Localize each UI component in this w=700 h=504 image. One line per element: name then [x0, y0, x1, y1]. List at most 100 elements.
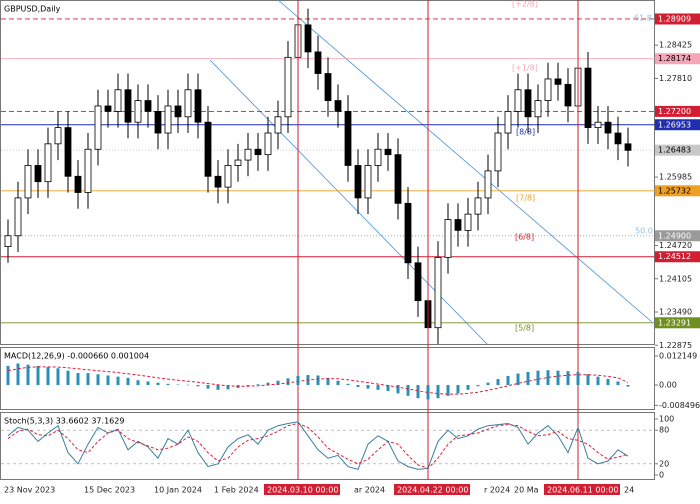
x-tick-label: 1 Feb 2024 [214, 486, 259, 495]
candle-body [144, 100, 152, 112]
macd-bar [356, 385, 360, 387]
candle-body [84, 148, 92, 193]
macd-bar [276, 380, 280, 386]
level-label-box [655, 13, 700, 25]
macd-bar [336, 380, 340, 386]
candle-body [604, 121, 612, 134]
candle-body [54, 127, 62, 145]
macd-bar [376, 385, 380, 390]
macd-bar [476, 385, 480, 387]
macd-bar [556, 370, 560, 386]
level-label-box [655, 185, 700, 197]
macd-bar [576, 371, 580, 386]
stoch-pane [0, 412, 655, 480]
candle-body [244, 148, 252, 161]
macd-bar [526, 371, 530, 386]
candle-body [154, 110, 162, 134]
channel-line [277, 0, 653, 323]
macd-bar [316, 375, 320, 386]
y-tick-label: 1.25985 [659, 173, 692, 182]
macd-bar [16, 363, 20, 386]
y-tick-label: 1.27810 [659, 74, 692, 83]
macd-bar [496, 379, 500, 386]
macd-bar [626, 385, 630, 387]
x-tick-label: 2024.03.10 00:00 [267, 486, 338, 495]
macd-bar [46, 367, 50, 386]
candle-body [254, 148, 262, 156]
macd-bar [326, 377, 330, 386]
macd-bar [286, 378, 290, 386]
macd-bar [586, 374, 590, 386]
macd-bar [406, 385, 410, 396]
candle-body [374, 148, 382, 166]
x-tick-label: 10 Jan 2024 [154, 486, 202, 495]
macd-bar [176, 384, 180, 386]
y-tick-label: 0.00 [659, 381, 677, 390]
macd-bar [166, 383, 170, 386]
murrey-label: [7/8] [516, 194, 535, 203]
candle-body [104, 105, 112, 112]
macd-bar [196, 385, 200, 387]
x-tick-label: r 2024 [484, 486, 510, 495]
macd-bar [486, 382, 490, 386]
candle-body [124, 89, 132, 123]
candle-body [74, 175, 82, 193]
level-label: 1.28909 [658, 14, 691, 23]
murrey-label: [8/8] [516, 128, 535, 137]
macd-bar [26, 364, 30, 386]
candle-body [234, 159, 242, 166]
candle-body [114, 89, 122, 112]
x-tick-label: 20 Ma [514, 486, 539, 495]
candle-body [524, 89, 532, 118]
stoch-title: Stoch(5,3,3) 33.6602 37.1629 [4, 417, 124, 426]
chart-title: GBPUSD,Daily [4, 5, 61, 14]
macd-bar [386, 385, 390, 392]
level-label-box [655, 53, 700, 65]
signal-line [7, 366, 629, 395]
macd-bar [106, 375, 110, 386]
macd-bar [566, 371, 570, 386]
macd-bar [66, 370, 70, 386]
macd-bar [246, 385, 250, 387]
y-tick-label: 1.23490 [659, 308, 692, 317]
macd-bar [346, 383, 350, 386]
macd-bar [266, 382, 270, 386]
candle-body [584, 67, 592, 129]
macd-bar [596, 376, 600, 386]
macd-bar [516, 373, 520, 386]
y-tick-label: 80 [659, 426, 669, 435]
murrey-label: [6/8] [515, 233, 534, 242]
candle-body [174, 105, 182, 118]
macd-bar [436, 385, 440, 399]
candle-body [214, 175, 222, 188]
candle-body [404, 202, 412, 264]
macd-bar [6, 365, 10, 386]
macd-bar [606, 379, 610, 386]
level-label-box [655, 251, 700, 263]
macd-bar [56, 368, 60, 386]
level-label: 1.24512 [658, 252, 691, 261]
macd-bar [146, 381, 150, 386]
y-tick-label: 0.012149 [659, 351, 697, 360]
x-tick-label: 2024.06.11 00:00 [547, 486, 618, 495]
murrey-label: [+1/8] [512, 64, 538, 73]
candle-body [284, 56, 292, 118]
candle-body [184, 89, 192, 118]
candle-body [334, 100, 342, 112]
event-label-box [264, 484, 340, 495]
macd-bar [206, 385, 210, 389]
channel-line [209, 59, 489, 346]
macd-bar [116, 376, 120, 386]
candle-body [64, 127, 72, 177]
level-label: 1.26483 [658, 146, 691, 155]
candle-body [364, 165, 372, 199]
macd-bar [186, 384, 190, 386]
macd-title: MACD(12,26,9) -0.000660 0.001004 [4, 352, 149, 361]
candle-body [354, 165, 362, 199]
y-tick-label: 1.22875 [659, 341, 692, 350]
level-label-box [655, 144, 700, 156]
macd-bar [216, 385, 220, 390]
candle-body [194, 89, 202, 123]
